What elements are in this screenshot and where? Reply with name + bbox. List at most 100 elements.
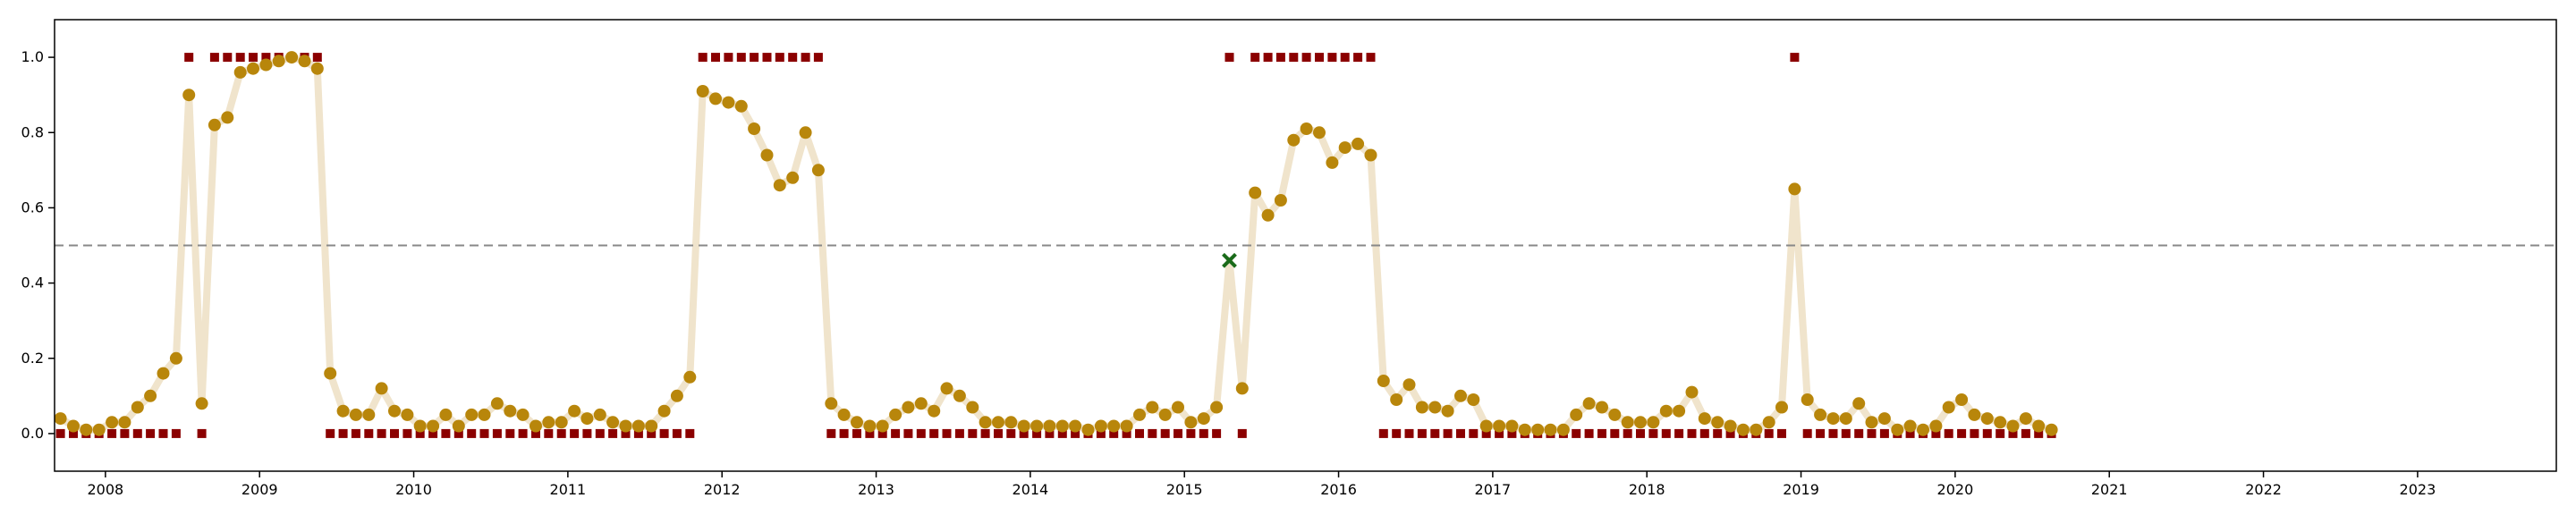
data-point	[1390, 393, 1403, 406]
data-point	[336, 404, 350, 418]
label-marker	[826, 428, 836, 438]
data-point	[1352, 137, 1365, 150]
data-point	[1596, 401, 1608, 414]
label-marker	[1186, 428, 1196, 438]
data-point	[208, 118, 221, 131]
data-point	[439, 408, 453, 421]
data-point	[1877, 412, 1891, 426]
data-point	[272, 55, 285, 68]
label-marker	[980, 428, 990, 438]
x-tick-label: 2017	[1475, 481, 1512, 498]
label-marker	[120, 428, 130, 438]
data-point	[1634, 416, 1647, 429]
label-marker	[698, 53, 708, 63]
data-point	[1659, 404, 1673, 418]
label-marker	[621, 428, 631, 438]
x-tick-label: 2022	[2245, 481, 2282, 498]
data-point	[144, 389, 157, 402]
data-point	[670, 389, 683, 402]
axes-layer: 0.0 0.2 0.4 0.6 0.8 1.0 2008 2009 2010 2011 2012 20…	[21, 19, 2557, 498]
label-marker	[1970, 428, 1979, 438]
data-point	[1955, 393, 1969, 406]
label-marker	[1996, 428, 2005, 438]
label-marker	[364, 428, 374, 438]
label-marker	[1327, 53, 1337, 63]
label-marker	[518, 428, 528, 438]
data-point	[92, 423, 106, 436]
data-point	[131, 401, 144, 414]
data-point	[1852, 397, 1866, 410]
data-point	[631, 419, 645, 433]
data-point	[811, 164, 825, 177]
label-marker	[1148, 428, 1157, 438]
label-marker	[1006, 428, 1016, 438]
data-point	[914, 397, 928, 410]
label-marker	[1674, 428, 1684, 438]
data-point	[349, 408, 362, 421]
data-point	[657, 404, 671, 418]
x-tick-label: 2012	[704, 481, 741, 498]
data-point	[696, 85, 709, 97]
label-marker	[1237, 428, 1247, 438]
data-point	[182, 89, 196, 102]
label-marker	[261, 53, 271, 63]
data-point	[427, 419, 440, 433]
label-marker	[1802, 428, 1812, 438]
data-point	[362, 408, 376, 421]
label-marker	[1879, 428, 1889, 438]
label-marker	[1199, 428, 1208, 438]
label-marker	[1507, 428, 1517, 438]
data-point	[1300, 122, 1313, 135]
data-point	[298, 55, 311, 68]
data-point	[1685, 385, 1699, 399]
data-point	[247, 62, 259, 75]
x-tick-label: 2010	[395, 481, 432, 498]
label-marker	[1854, 428, 1864, 438]
data-point	[1994, 416, 2007, 429]
point-markers-layer	[54, 51, 2058, 436]
label-marker	[968, 428, 978, 438]
data-point	[1107, 419, 1121, 433]
data-point	[760, 148, 774, 162]
label-marker	[1572, 428, 1581, 438]
data-point	[1903, 419, 1917, 433]
data-point	[1467, 393, 1480, 406]
data-point	[1544, 423, 1557, 436]
data-point	[2006, 419, 2020, 433]
data-point	[979, 416, 992, 429]
label-marker	[801, 53, 810, 63]
data-point	[1030, 419, 1044, 433]
label-marker	[377, 428, 386, 438]
data-point	[1055, 419, 1069, 433]
data-point	[1184, 416, 1198, 429]
label-marker	[1289, 53, 1299, 63]
label-marker	[351, 428, 360, 438]
data-point	[1673, 404, 1686, 418]
label-marker	[1790, 53, 1800, 63]
data-point	[837, 408, 851, 421]
label-marker	[877, 428, 887, 438]
data-point	[310, 62, 324, 75]
data-point	[683, 370, 697, 384]
data-point	[619, 419, 632, 433]
label-marker	[492, 428, 502, 438]
data-point	[1454, 389, 1467, 402]
data-point	[1235, 382, 1249, 395]
data-point	[1326, 156, 1339, 169]
x-tick-label: 2009	[242, 481, 278, 498]
label-marker	[595, 428, 605, 438]
data-point	[1788, 182, 1801, 196]
label-marker	[1841, 428, 1851, 438]
x-tick-label: 2014	[1013, 481, 1049, 498]
data-point	[851, 416, 863, 429]
label-marker	[158, 428, 168, 438]
label-marker	[55, 428, 65, 438]
data-point	[2032, 419, 2046, 433]
data-point	[863, 419, 877, 433]
data-point	[1364, 148, 1377, 162]
label-marker	[1957, 428, 1967, 438]
data-point	[157, 367, 170, 380]
label-marker	[1404, 428, 1414, 438]
label-marker	[1353, 53, 1363, 63]
data-point	[80, 423, 93, 436]
